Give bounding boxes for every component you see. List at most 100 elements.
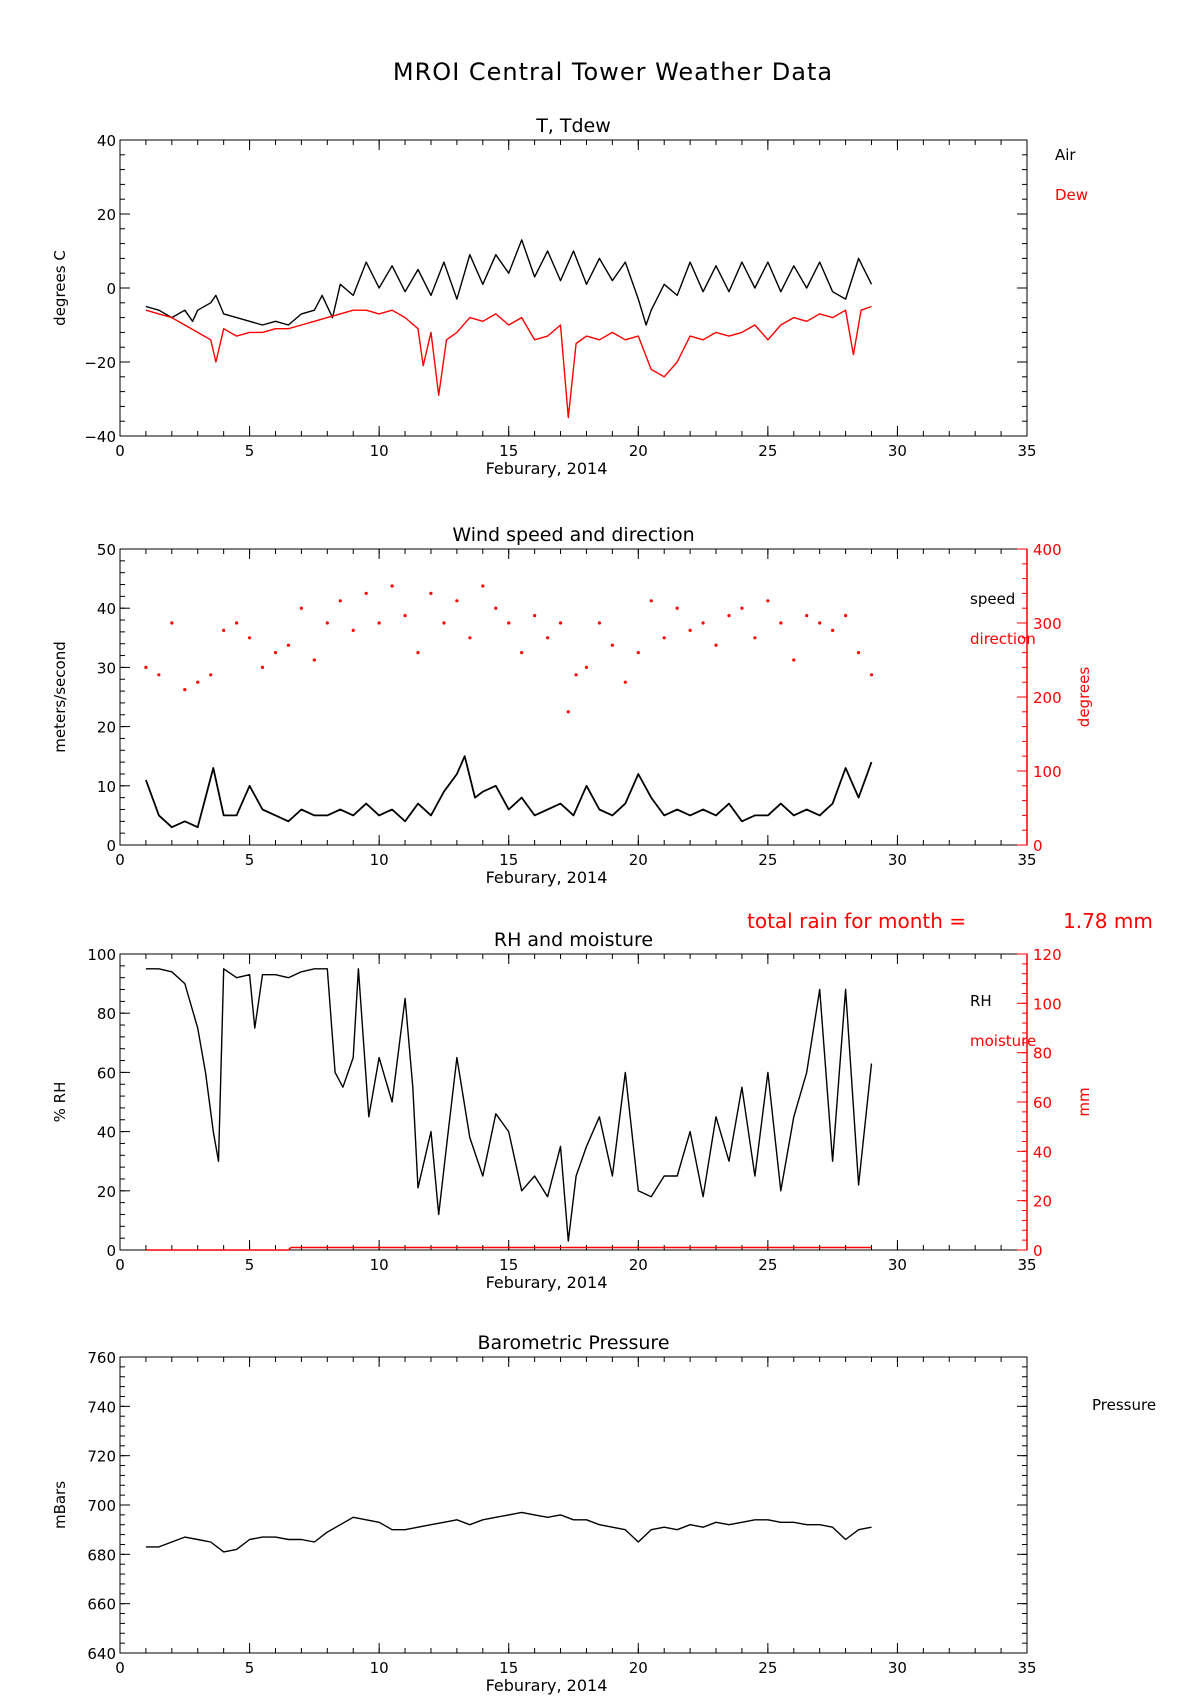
direction-point	[209, 673, 213, 677]
direction-point	[610, 643, 614, 647]
x-tick-label: 30	[888, 442, 907, 460]
direction-point	[727, 614, 731, 618]
plot-frame	[119, 953, 1028, 1251]
direction-point	[247, 636, 252, 640]
x-tick-label: 30	[888, 851, 907, 869]
direction-point	[545, 636, 550, 640]
y2-tick-label: 100	[1033, 995, 1062, 1013]
y2-tick-label: 0	[1033, 837, 1043, 855]
y2-tick-label: 0	[1033, 1242, 1043, 1260]
x-tick-label: 30	[888, 1256, 907, 1274]
direction-point	[831, 628, 835, 633]
y2-tick-label: 300	[1033, 615, 1062, 633]
x-tick-label: 0	[115, 442, 125, 460]
direction-point	[442, 621, 446, 625]
direction-point	[299, 606, 303, 610]
x-tick-label: 10	[370, 1659, 389, 1677]
direction-point	[325, 621, 329, 625]
x-tick-label: 25	[758, 1256, 777, 1274]
x-tick-label: 0	[115, 1256, 125, 1274]
legend-entry: direction	[970, 630, 1036, 648]
direction-point	[566, 710, 570, 714]
y-tick-label: 100	[87, 946, 116, 964]
x-tick-label: 15	[499, 1659, 518, 1677]
direction-point	[701, 621, 705, 625]
x-tick-label: 35	[1017, 1659, 1036, 1677]
direction-point	[714, 643, 718, 647]
x-tick-label: 15	[499, 851, 518, 869]
series-dew-line	[145, 305, 872, 419]
series-air-line	[145, 239, 873, 326]
x-axis-label: Feburary, 2014	[486, 868, 608, 887]
direction-point	[273, 651, 278, 655]
legend-entry: Air	[1055, 146, 1076, 164]
x-tick-label: 35	[1017, 1256, 1036, 1274]
y2-tick-label: 400	[1033, 541, 1062, 559]
x-tick-label: 10	[370, 442, 389, 460]
y-tick-label: 0	[106, 837, 116, 855]
y-tick-label: 0	[106, 1242, 116, 1260]
chart-title: Barometric Pressure	[477, 1332, 669, 1354]
direction-point	[196, 680, 200, 684]
y2-tick-label: 40	[1033, 1143, 1052, 1161]
direction-point	[235, 621, 239, 625]
direction-point	[170, 621, 174, 625]
legend-entry: moisture	[970, 1032, 1036, 1050]
rain-note-value: 1.78 mm	[1063, 909, 1153, 933]
direction-point	[818, 621, 822, 625]
x-tick-label: 10	[370, 1256, 389, 1274]
y2-axis-label: degrees	[1075, 667, 1093, 728]
direction-point	[740, 606, 744, 610]
x-tick-label: 5	[245, 1659, 255, 1677]
y-tick-label: 50	[97, 541, 116, 559]
direction-point	[507, 621, 511, 625]
chart-panel-1: T, Tdew 0 5 10 15 20 25 30 35 Feburary, 2014 −40 −2…	[51, 115, 1088, 478]
chart-title: Wind speed and direction	[452, 524, 694, 546]
legend-entry: Dew	[1055, 186, 1088, 204]
direction-point	[260, 665, 265, 670]
direction-point	[377, 621, 381, 625]
y-tick-label: 20	[97, 1183, 116, 1201]
direction-point	[649, 599, 653, 603]
series-rh-line	[145, 968, 873, 1242]
y2-tick-label: 20	[1033, 1193, 1052, 1211]
y-tick-label: 700	[87, 1497, 116, 1515]
direction-point	[183, 688, 187, 692]
chart-panel-4: Barometric Pressure 0 5 10 15 20 25 30 35 Feburar…	[51, 1332, 1156, 1695]
chart-panel-3: RH and moisture 0 5 10 15 20 25 30 35 Feburary, 2…	[51, 929, 1093, 1292]
x-axis-label: Feburary, 2014	[486, 1273, 608, 1292]
direction-point	[792, 658, 796, 662]
y-tick-label: 30	[97, 659, 116, 677]
plot-frame	[119, 548, 1028, 846]
x-axis-label: Feburary, 2014	[486, 1676, 608, 1695]
direction-point	[766, 599, 770, 603]
y-tick-label: 640	[87, 1645, 116, 1663]
x-tick-label: 15	[499, 442, 518, 460]
x-tick-label: 35	[1017, 851, 1036, 869]
y-tick-label: 20	[97, 206, 116, 224]
series-pressure-line	[145, 1511, 872, 1553]
x-tick-label: 10	[370, 851, 389, 869]
direction-point	[390, 584, 394, 588]
direction-point	[364, 591, 368, 596]
y2-tick-label: 100	[1033, 763, 1062, 781]
y-tick-label: 660	[87, 1596, 116, 1614]
direction-point	[597, 621, 602, 625]
legend-entry: RH	[970, 992, 992, 1010]
y-tick-label: 720	[87, 1448, 116, 1466]
direction-point	[636, 651, 640, 655]
direction-point	[779, 621, 783, 625]
y-axis-label: degrees C	[51, 250, 69, 326]
series-moisture-line	[145, 1246, 872, 1251]
direction-point	[351, 628, 355, 633]
direction-point	[222, 628, 226, 633]
y-tick-label: 40	[97, 132, 116, 150]
x-tick-label: 5	[245, 442, 255, 460]
x-tick-label: 20	[629, 1256, 648, 1274]
direction-point	[844, 614, 848, 618]
direction-point	[520, 651, 524, 655]
direction-point	[623, 680, 627, 684]
direction-point	[481, 584, 485, 588]
y2-axis-label: mm	[1075, 1087, 1093, 1116]
